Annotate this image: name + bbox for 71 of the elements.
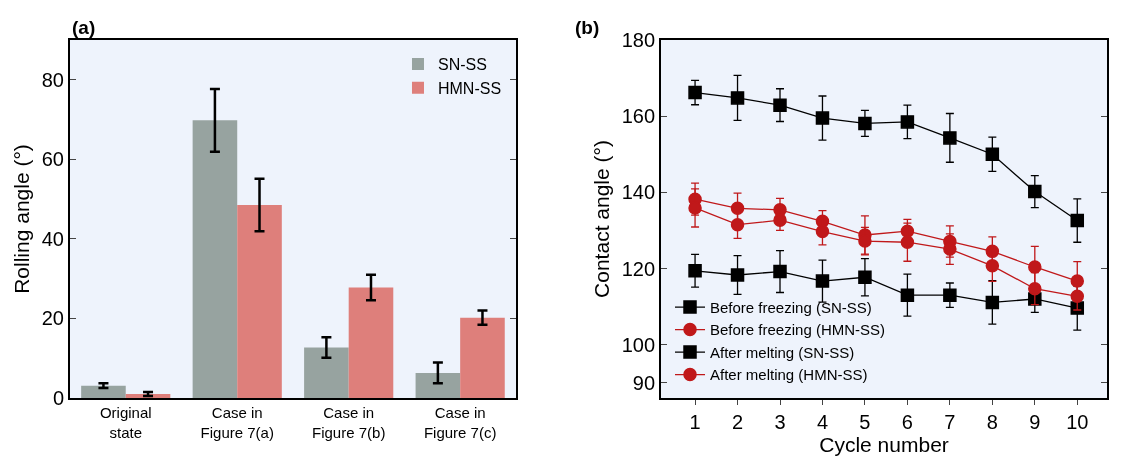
y-tick-label: 90	[632, 371, 656, 394]
bar	[348, 287, 394, 398]
point	[1070, 213, 1085, 228]
point	[688, 201, 702, 215]
point	[985, 147, 1000, 162]
point	[773, 264, 787, 279]
point	[900, 288, 915, 302]
legend-label: Before freezing (SN-SS)	[710, 298, 872, 316]
point	[1070, 274, 1085, 288]
legend-label: SN-SS	[437, 56, 487, 74]
chart-title: (b)	[575, 17, 600, 38]
x-axis-title: Cycle number	[819, 433, 949, 456]
legend-label: After melting (SN-SS)	[710, 343, 855, 361]
legend-label: After melting (HMN-SS)	[710, 366, 868, 384]
x-tick-label: 5	[859, 411, 871, 433]
point	[815, 274, 830, 288]
x-tick-label: Case in Figure 7(c)	[423, 404, 497, 441]
y-tick-label: 120	[621, 257, 656, 280]
y-tick-label: 100	[621, 333, 656, 356]
chart-title: (a)	[72, 17, 96, 38]
y-tick-label: 40	[41, 227, 64, 250]
y-tick-label: 140	[621, 181, 656, 204]
y-tick-label: 60	[41, 148, 64, 171]
point	[1070, 289, 1085, 304]
point	[688, 264, 702, 278]
point	[985, 295, 1000, 310]
point	[858, 116, 872, 131]
y-tick-label: 20	[41, 307, 64, 330]
bar	[460, 317, 505, 398]
x-tick-label: 8	[986, 411, 998, 433]
bar	[304, 347, 349, 398]
y-tick-label: 0	[52, 387, 64, 409]
x-tick-label: 6	[901, 411, 913, 433]
y-axis-title: Rolling angle (°)	[10, 144, 34, 294]
point	[1028, 184, 1042, 199]
point	[815, 111, 830, 125]
bar	[415, 372, 461, 398]
y-tick-label: 180	[621, 29, 656, 51]
point	[730, 217, 745, 232]
bar	[81, 385, 126, 398]
y-axis-title: Contact angle (°)	[590, 140, 614, 298]
bar	[237, 205, 282, 398]
point	[858, 270, 872, 285]
x-tick-label: Case in Figure 7(a)	[200, 404, 274, 441]
x-tick-label: 1	[689, 411, 701, 433]
point	[1028, 260, 1042, 274]
bar	[192, 120, 238, 398]
point	[688, 85, 702, 100]
point	[985, 259, 1000, 273]
point	[730, 268, 745, 282]
x-tick-label: 7	[944, 411, 956, 433]
y-tick-label: 80	[41, 68, 64, 91]
point	[730, 91, 745, 105]
x-tick-label: 10	[1066, 411, 1089, 433]
point	[773, 98, 787, 112]
point	[900, 115, 915, 129]
point	[900, 235, 915, 249]
point	[815, 224, 830, 239]
x-tick-label: 2	[731, 411, 744, 433]
legend-label: HMN-SS	[437, 80, 502, 98]
point	[1028, 281, 1042, 296]
point	[943, 131, 957, 145]
x-tick-label: 4	[816, 411, 829, 433]
point	[943, 288, 957, 302]
y-tick-label: 160	[621, 105, 656, 128]
x-tick-label: 3	[774, 411, 786, 433]
x-tick-label: Case in Figure 7(b)	[312, 404, 386, 441]
x-tick-label: Original state	[99, 404, 152, 441]
x-tick-label: 9	[1029, 411, 1041, 433]
legend-label: Before freezing (HMN-SS)	[710, 321, 886, 339]
point	[773, 213, 787, 227]
